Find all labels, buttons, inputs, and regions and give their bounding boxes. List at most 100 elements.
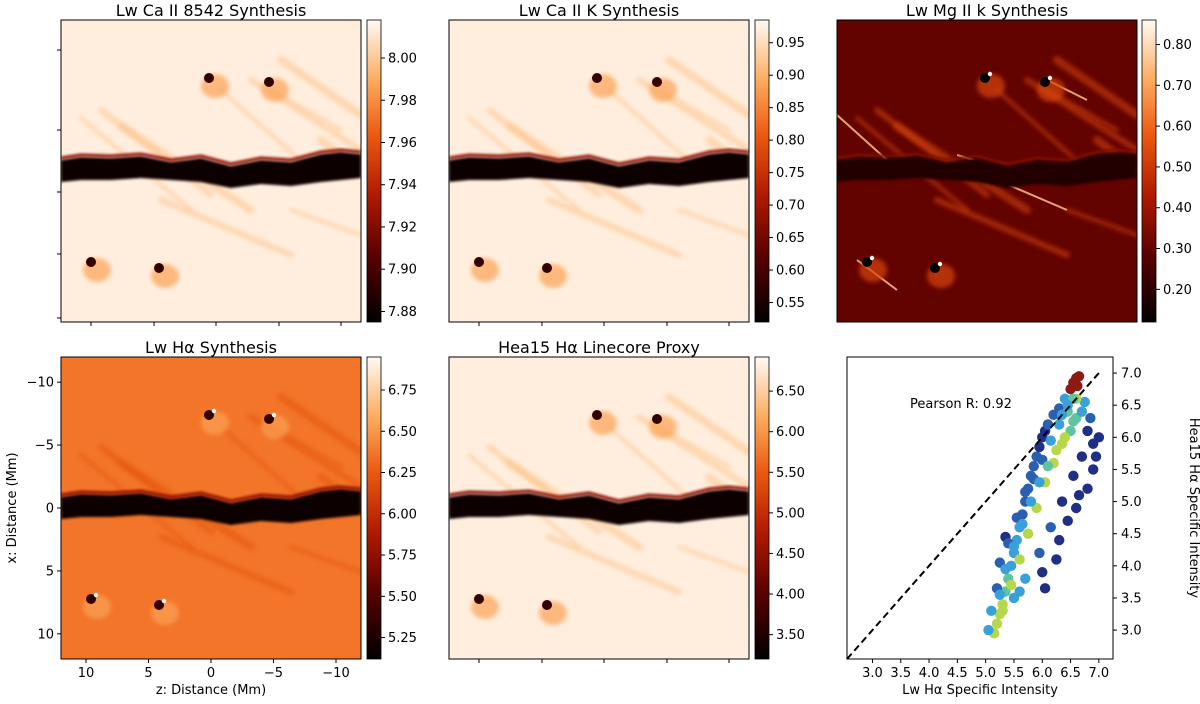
scatter-point <box>1054 419 1065 430</box>
axes-frame <box>448 19 750 323</box>
colorbar-tick-label: 7.90 <box>388 263 417 278</box>
knot-core <box>592 410 602 420</box>
colorbar-tick-label: 7.88 <box>388 305 417 320</box>
scatter-point <box>994 589 1006 600</box>
streak-feature <box>158 534 294 595</box>
filament-band <box>449 489 749 525</box>
scatter-point <box>1039 583 1051 594</box>
streak-feature <box>677 208 749 237</box>
x-tick-label: 5.5 <box>1004 666 1025 681</box>
colorbar-tick-label: 4.50 <box>776 547 805 562</box>
streak-feature <box>158 197 294 258</box>
x-tick-label: 3.5 <box>890 666 911 681</box>
panel-mgk: Lw Mg II k Synthesis 0.80 0.70 0.60 0.50 0.4… <box>836 1 1192 323</box>
knot-bright <box>869 255 875 261</box>
panel-title: Lw Hα Synthesis <box>145 338 277 357</box>
x-tick-label: 3.0 <box>862 666 883 681</box>
colorbar-tick-label: 5.50 <box>776 466 805 481</box>
band-edge <box>449 148 749 166</box>
knot-core <box>474 594 484 604</box>
y-axis-label: Hea15 Hα Specific Intensity <box>1186 418 1200 599</box>
reference-line-y-equals-x <box>846 372 1100 660</box>
x-tick-label: 6.5 <box>1060 666 1081 681</box>
scatter-point <box>1022 528 1034 539</box>
scatter-point <box>1025 496 1037 507</box>
streak-feature <box>677 545 749 574</box>
streak-feature <box>546 197 682 258</box>
knot-core <box>1040 77 1050 87</box>
colorbar-tick-label: 0.90 <box>776 69 805 84</box>
knot-core <box>980 73 990 83</box>
streak-feature <box>607 425 701 509</box>
y-tick-label: 10 <box>37 627 54 642</box>
streak-feature <box>277 393 361 456</box>
scatter-point <box>1073 489 1085 501</box>
panel-ca8542: Lw Ca II 8542 Synthesis 8.00 7.98 7.96 7.94… <box>57 1 417 326</box>
y-tick-label: 6.0 <box>1121 431 1142 446</box>
colorbar-tick-label: 0.70 <box>1163 79 1192 94</box>
pearson-annotation: Pearson R: 0.92 <box>910 397 1012 412</box>
colorbar-tick-label: 0.60 <box>1163 120 1192 135</box>
colorbar-tick-label: 0.40 <box>1163 201 1192 216</box>
knot-core <box>154 600 164 610</box>
scatter-point <box>1045 522 1056 533</box>
streak-feature <box>219 88 313 172</box>
colorbar-tick-label: 5.75 <box>388 549 417 564</box>
panel-title: Lw Ca II 8542 Synthesis <box>116 1 307 20</box>
y-tick-label: 4.0 <box>1121 559 1142 574</box>
colorbar-tick-label: 5.00 <box>776 506 805 521</box>
knot-core <box>264 77 274 87</box>
colorbar-tick-label: 6.25 <box>388 466 417 481</box>
knot-core <box>652 414 662 424</box>
scatter-point <box>1073 371 1085 382</box>
colorbar-tick-label: 7.96 <box>388 136 417 151</box>
colorbar-tick-label: 6.75 <box>388 384 417 399</box>
x-tick-label: 7.0 <box>1089 666 1110 681</box>
colorbar-tick-label: 6.00 <box>388 507 417 522</box>
knot-bright <box>987 71 993 77</box>
bright-filament <box>837 114 888 161</box>
filament-band <box>449 152 749 188</box>
colorbar-tick-label: 0.20 <box>1163 283 1192 298</box>
colorbar-tick-label: 6.50 <box>388 425 417 440</box>
x-tick-label: 5.0 <box>975 666 996 681</box>
knot-bright <box>211 408 217 414</box>
x-tick-label: 10 <box>78 666 95 681</box>
streak-feature <box>665 393 749 456</box>
scatter-point <box>1014 586 1025 597</box>
streak-feature <box>607 88 701 172</box>
colorbar-tick-label: 3.50 <box>776 628 805 643</box>
scatter-point <box>1034 477 1045 488</box>
scatter-point <box>1082 483 1093 494</box>
scatter-point <box>1068 416 1079 427</box>
x-axis-label: z: Distance (Mm) <box>156 683 266 698</box>
scatter-point <box>1020 573 1031 584</box>
knot-core <box>264 414 274 424</box>
x-tick-label: −10 <box>322 666 349 681</box>
knot-core <box>542 263 552 273</box>
x-tick-label: −5 <box>264 666 283 681</box>
knot-core <box>930 263 940 273</box>
knot-core <box>592 73 602 83</box>
colorbar-tick-label: 7.98 <box>388 94 417 109</box>
scatter-point <box>1082 425 1093 437</box>
colorbar <box>754 356 770 660</box>
scatter-point <box>1062 399 1073 411</box>
streak-feature <box>289 545 361 574</box>
knot-core <box>652 77 662 87</box>
band-edge <box>61 148 361 166</box>
scatter-point <box>986 605 997 617</box>
colorbar-tick-label: 0.70 <box>776 199 805 214</box>
colorbar-tick-label: 0.80 <box>1163 38 1192 53</box>
panel-cak: Lw Ca II K Synthesis 0.95 0.90 0.85 0.80 0.7… <box>448 1 805 326</box>
colorbar <box>1141 19 1157 323</box>
scatter-point <box>1079 396 1090 408</box>
panel-scatter: Pearson R: 0.92 3.0 3.5 4.0 4.5 5.0 5.5 6.0 6.5… <box>846 356 1200 698</box>
x-tick-label: 6.0 <box>1032 666 1053 681</box>
scatter-point <box>1071 502 1082 514</box>
filament-band <box>61 152 361 188</box>
scatter-point <box>1090 451 1102 462</box>
y-axis-label: x: Distance (Mm) <box>5 452 20 563</box>
heatmap-image <box>61 20 361 322</box>
